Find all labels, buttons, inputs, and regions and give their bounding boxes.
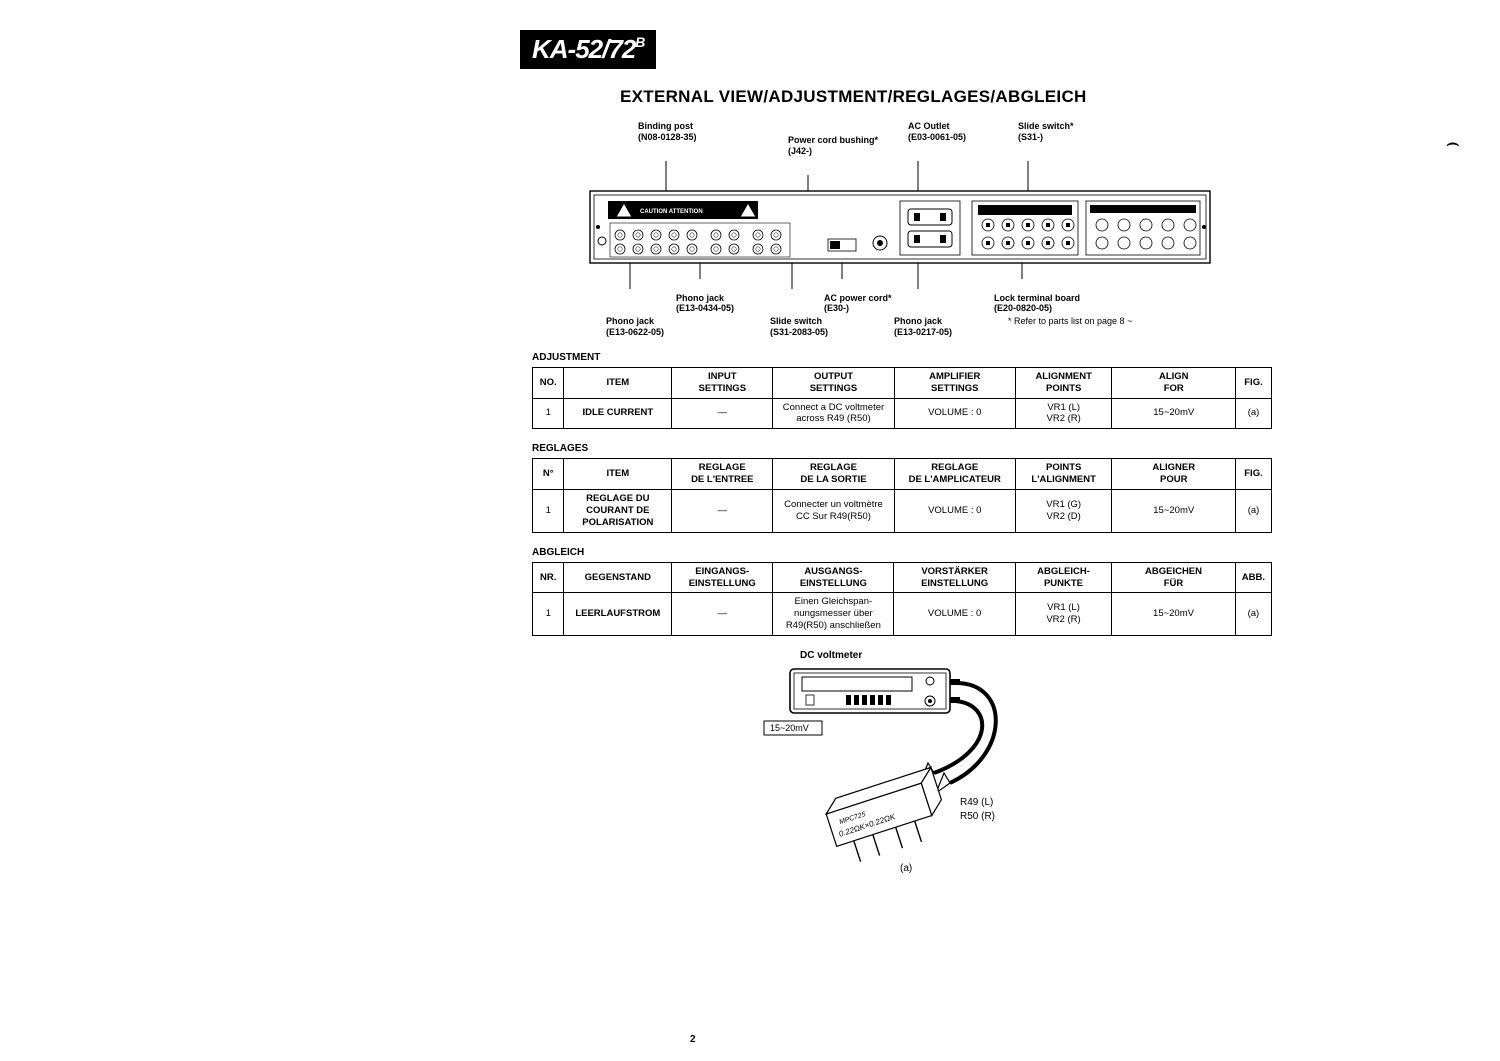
table-header: ABGEICHENFÜR — [1112, 562, 1235, 593]
table-cell: Connect a DC voltmeter across R49 (R50) — [773, 398, 894, 429]
callout-phono-jack-2: Phono jack (E13-0434-05) — [676, 293, 776, 315]
table-header: ITEM — [564, 367, 672, 398]
callout-slide-switch-bot: Slide switch (S31-2083-05) — [770, 316, 870, 338]
table-header: ALIGNERPOUR — [1112, 459, 1236, 490]
table-header: NO. — [533, 367, 564, 398]
table-header: GEGENSTAND — [564, 562, 672, 593]
voltmeter-svg: 15~20mV MPC725 0.22ΩK×0.22ΩK — [750, 665, 1030, 875]
callout-phono-jack-3: Phono jack (E13-0217-05) — [894, 316, 994, 338]
table-cell: (a) — [1235, 593, 1271, 636]
table-header: OUTPUTSETTINGS — [773, 367, 894, 398]
table-cell: VOLUME : 0 — [894, 490, 1015, 533]
rear-panel-svg: CAUTION ATTENTION — [580, 161, 1220, 291]
table-cell: VR1 (G)VR2 (D) — [1015, 490, 1112, 533]
table-cell: IDLE CURRENT — [564, 398, 672, 429]
table-header: INPUTSETTINGS — [672, 367, 773, 398]
section-title: ABGLEICH — [532, 547, 1370, 558]
table-header: N° — [533, 459, 564, 490]
callout-ac-outlet: AC Outlet (E03-0061-05) — [908, 121, 1008, 157]
table-header: EINGANGS-EINSTELLUNG — [672, 562, 773, 593]
section-title: REGLAGES — [532, 443, 1370, 454]
callout-phono-jack-1: Phono jack (E13-0622-05) — [606, 316, 706, 338]
table-cell: 15~20mV — [1112, 398, 1236, 429]
table-header: AUSGANGS-EINSTELLUNG — [773, 562, 894, 593]
table-header: ALIGNFOR — [1112, 367, 1236, 398]
table-cell: — — [672, 593, 773, 636]
adjustment-table: NO.ITEMINPUTSETTINGSOUTPUTSETTINGSAMPLIF… — [532, 367, 1272, 430]
page-number: 2 — [690, 1034, 696, 1045]
table-cell: VR1 (L)VR2 (R) — [1015, 593, 1112, 636]
section-title: ADJUSTMENT — [532, 352, 1370, 363]
model-badge: KA-52/72B — [520, 30, 656, 69]
voltmeter-diagram: DC voltmeter 15~20mV — [750, 650, 1030, 880]
table-header: NR. — [533, 562, 564, 593]
table-header: REGLAGEDE L'AMPLICATEUR — [894, 459, 1015, 490]
page-title: EXTERNAL VIEW/ADJUSTMENT/REGLAGES/ABGLEI… — [620, 87, 1370, 107]
table-cell: VOLUME : 0 — [894, 398, 1015, 429]
callout-ac-power-cord: AC power cord* (E30-) — [824, 293, 934, 315]
table-header: FIG. — [1236, 459, 1272, 490]
parts-list-footnote: * Refer to parts list on page 8 ~ — [1008, 316, 1188, 338]
table-header: ITEM — [564, 459, 672, 490]
table-cell: Connecter un voltmètre CC Sur R49(R50) — [773, 490, 894, 533]
table-header: VORSTÄRKEREINSTELLUNG — [894, 562, 1015, 593]
model-badge-suffix: B — [635, 34, 644, 50]
table-header: ALIGNMENTPOINTS — [1015, 367, 1112, 398]
table-cell: — — [672, 398, 773, 429]
resistor-label-l: R49 (L) — [960, 797, 993, 808]
table-cell: 15~20mV — [1112, 490, 1236, 533]
document-page: KA-52/72B EXTERNAL VIEW/ADJUSTMENT/REGLA… — [520, 30, 1370, 880]
resistor-label-r: R50 (R) — [960, 811, 995, 822]
adjustment-table: N°ITEMREGLAGEDE L'ENTREEREGLAGEDE LA SOR… — [532, 458, 1272, 532]
table-cell: VR1 (L)VR2 (R) — [1015, 398, 1112, 429]
table-cell: LEERLAUFSTROM — [564, 593, 672, 636]
table-row: 1REGLAGE DU COURANT DE POLARISATION—Conn… — [533, 490, 1272, 533]
callout-slide-switch-top: Slide switch* (S31-) — [1018, 121, 1108, 157]
model-badge-text: KA-52/72 — [532, 34, 635, 64]
adjustment-tables: ADJUSTMENTNO.ITEMINPUTSETTINGSOUTPUTSETT… — [520, 352, 1370, 636]
table-cell: Einen Gleichspan-nungsmesser über R49(R5… — [773, 593, 894, 636]
table-cell: 15~20mV — [1112, 593, 1235, 636]
rear-panel-diagram: Binding post (N08-0128-35) Power cord bu… — [580, 121, 1220, 338]
callout-power-cord-bushing: Power cord bushing* (J42-) — [788, 135, 908, 157]
table-cell: 1 — [533, 398, 564, 429]
table-row: 1LEERLAUFSTROM—Einen Gleichspan-nungsmes… — [533, 593, 1272, 636]
table-cell: 1 — [533, 593, 564, 636]
voltmeter-title: DC voltmeter — [800, 650, 1030, 661]
table-header: ABB. — [1235, 562, 1271, 593]
table-cell: — — [672, 490, 773, 533]
callout-binding-post: Binding post (N08-0128-35) — [638, 121, 748, 157]
table-row: 1IDLE CURRENT—Connect a DC voltmeter acr… — [533, 398, 1272, 429]
table-cell: (a) — [1236, 490, 1272, 533]
page-curl-mark: ⌢ — [1446, 130, 1460, 156]
table-header: REGLAGEDE LA SORTIE — [773, 459, 894, 490]
table-header: FIG. — [1236, 367, 1272, 398]
table-header: ABGLEICH-PUNKTE — [1015, 562, 1112, 593]
table-header: AMPLIFIERSETTINGS — [894, 367, 1015, 398]
callout-lock-terminal: Lock terminal board (E20-0820-05) — [994, 293, 1124, 315]
table-cell: 1 — [533, 490, 564, 533]
caution-text: CAUTION ATTENTION — [640, 209, 703, 215]
voltmeter-caption: (a) — [900, 863, 912, 874]
table-cell: VOLUME : 0 — [894, 593, 1015, 636]
table-cell: REGLAGE DU COURANT DE POLARISATION — [564, 490, 672, 533]
voltmeter-range: 15~20mV — [770, 723, 809, 733]
adjustment-table: NR.GEGENSTANDEINGANGS-EINSTELLUNGAUSGANG… — [532, 562, 1272, 636]
table-header: REGLAGEDE L'ENTREE — [672, 459, 773, 490]
table-cell: (a) — [1236, 398, 1272, 429]
table-header: POINTSL'ALIGNMENT — [1015, 459, 1112, 490]
